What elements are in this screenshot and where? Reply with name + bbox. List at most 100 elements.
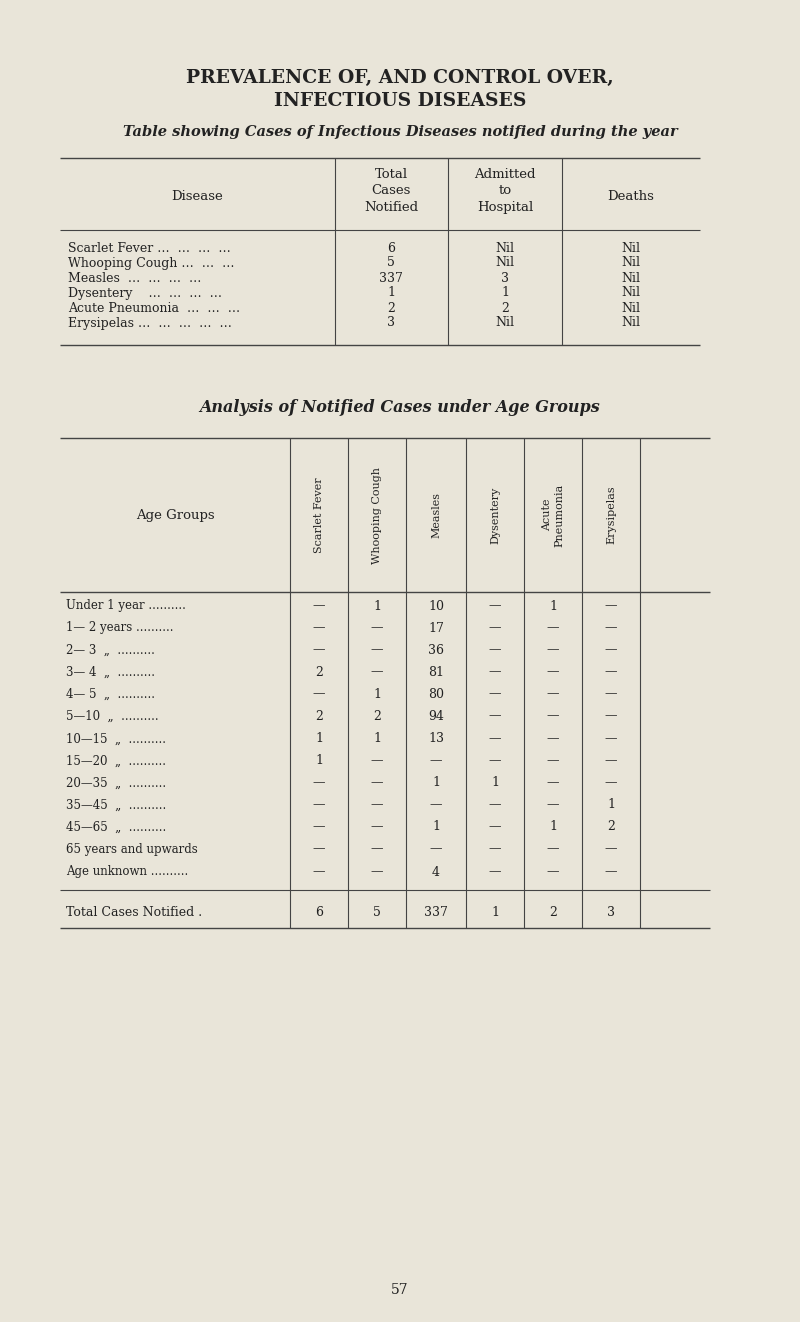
Text: —: — bbox=[605, 710, 618, 723]
Text: 13: 13 bbox=[428, 732, 444, 746]
Text: —: — bbox=[489, 866, 502, 879]
Text: —: — bbox=[605, 665, 618, 678]
Text: Table showing Cases of Infectious Diseases notified during the year: Table showing Cases of Infectious Diseas… bbox=[122, 126, 678, 139]
Text: —: — bbox=[370, 665, 383, 678]
Text: —: — bbox=[313, 866, 326, 879]
Text: 36: 36 bbox=[428, 644, 444, 657]
Text: —: — bbox=[370, 842, 383, 855]
Text: —: — bbox=[546, 621, 559, 635]
Text: —: — bbox=[313, 599, 326, 612]
Text: 6: 6 bbox=[387, 242, 395, 255]
Text: Under 1 year ..........: Under 1 year .......... bbox=[66, 599, 186, 612]
Text: 65 years and upwards: 65 years and upwards bbox=[66, 842, 198, 855]
Text: 1: 1 bbox=[432, 776, 440, 789]
Text: Acute Pneumonia  …  …  …: Acute Pneumonia … … … bbox=[68, 301, 240, 315]
Text: —: — bbox=[546, 776, 559, 789]
Text: 17: 17 bbox=[428, 621, 444, 635]
Text: 3: 3 bbox=[607, 906, 615, 919]
Text: —: — bbox=[313, 776, 326, 789]
Text: 80: 80 bbox=[428, 687, 444, 701]
Text: 57: 57 bbox=[391, 1282, 409, 1297]
Text: 2: 2 bbox=[501, 301, 509, 315]
Text: —: — bbox=[605, 621, 618, 635]
Text: —: — bbox=[489, 798, 502, 812]
Text: 1: 1 bbox=[373, 687, 381, 701]
Text: Measles  …  …  …  …: Measles … … … … bbox=[68, 271, 202, 284]
Text: Scarlet Fever: Scarlet Fever bbox=[314, 477, 324, 553]
Text: 6: 6 bbox=[315, 906, 323, 919]
Text: —: — bbox=[489, 710, 502, 723]
Text: —: — bbox=[546, 710, 559, 723]
Text: 5: 5 bbox=[387, 256, 395, 270]
Text: Nil: Nil bbox=[495, 256, 514, 270]
Text: 1: 1 bbox=[373, 732, 381, 746]
Text: 1: 1 bbox=[373, 599, 381, 612]
Text: 10—15  „  ..........: 10—15 „ .......... bbox=[66, 732, 166, 746]
Text: Nil: Nil bbox=[622, 242, 641, 255]
Text: 2: 2 bbox=[315, 710, 323, 723]
Text: —: — bbox=[605, 866, 618, 879]
Text: 2: 2 bbox=[315, 665, 323, 678]
Text: Erysipelas: Erysipelas bbox=[606, 485, 616, 545]
Text: —: — bbox=[605, 755, 618, 768]
Text: —: — bbox=[313, 621, 326, 635]
Text: Nil: Nil bbox=[622, 301, 641, 315]
Text: —: — bbox=[489, 732, 502, 746]
Text: —: — bbox=[605, 644, 618, 657]
Text: —: — bbox=[370, 644, 383, 657]
Text: Age unknown ..........: Age unknown .......... bbox=[66, 866, 188, 879]
Text: Nil: Nil bbox=[622, 256, 641, 270]
Text: Admitted
to
Hospital: Admitted to Hospital bbox=[474, 168, 536, 214]
Text: Dysentery: Dysentery bbox=[490, 486, 500, 543]
Text: 1: 1 bbox=[607, 798, 615, 812]
Text: 1: 1 bbox=[315, 732, 323, 746]
Text: —: — bbox=[546, 798, 559, 812]
Text: 1: 1 bbox=[501, 287, 509, 300]
Text: 10: 10 bbox=[428, 599, 444, 612]
Text: Disease: Disease bbox=[171, 190, 223, 204]
Text: —: — bbox=[313, 687, 326, 701]
Text: Scarlet Fever …  …  …  …: Scarlet Fever … … … … bbox=[68, 242, 230, 255]
Text: 2: 2 bbox=[387, 301, 395, 315]
Text: —: — bbox=[430, 798, 442, 812]
Text: —: — bbox=[546, 866, 559, 879]
Text: Analysis of Notified Cases under Age Groups: Analysis of Notified Cases under Age Gro… bbox=[200, 399, 600, 416]
Text: 2: 2 bbox=[373, 710, 381, 723]
Text: —: — bbox=[370, 621, 383, 635]
Text: Erysipelas …  …  …  …  …: Erysipelas … … … … … bbox=[68, 316, 232, 329]
Text: Whooping Cough …  …  …: Whooping Cough … … … bbox=[68, 256, 234, 270]
Text: 1: 1 bbox=[549, 821, 557, 833]
Text: 337: 337 bbox=[379, 271, 403, 284]
Text: —: — bbox=[605, 842, 618, 855]
Text: —: — bbox=[605, 776, 618, 789]
Text: 1: 1 bbox=[491, 776, 499, 789]
Text: —: — bbox=[313, 644, 326, 657]
Text: Measles: Measles bbox=[431, 492, 441, 538]
Text: Nil: Nil bbox=[495, 316, 514, 329]
Text: 15—20  „  ..........: 15—20 „ .......... bbox=[66, 755, 166, 768]
Text: Deaths: Deaths bbox=[607, 190, 654, 204]
Text: —: — bbox=[489, 755, 502, 768]
Text: —: — bbox=[489, 821, 502, 833]
Text: —: — bbox=[546, 842, 559, 855]
Text: —: — bbox=[370, 776, 383, 789]
Text: 1: 1 bbox=[432, 821, 440, 833]
Text: —: — bbox=[546, 732, 559, 746]
Text: 2: 2 bbox=[549, 906, 557, 919]
Text: —: — bbox=[605, 732, 618, 746]
Text: —: — bbox=[430, 755, 442, 768]
Text: Nil: Nil bbox=[622, 271, 641, 284]
Text: —: — bbox=[313, 842, 326, 855]
Text: —: — bbox=[489, 842, 502, 855]
Text: 20—35  „  ..........: 20—35 „ .......... bbox=[66, 776, 166, 789]
Text: Nil: Nil bbox=[622, 287, 641, 300]
Text: 4: 4 bbox=[432, 866, 440, 879]
Text: 5: 5 bbox=[373, 906, 381, 919]
Text: Whooping Cough: Whooping Cough bbox=[372, 467, 382, 563]
Text: 1: 1 bbox=[549, 599, 557, 612]
Text: —: — bbox=[489, 687, 502, 701]
Text: 1— 2 years ..........: 1— 2 years .......... bbox=[66, 621, 174, 635]
Text: 94: 94 bbox=[428, 710, 444, 723]
Text: 1: 1 bbox=[491, 906, 499, 919]
Text: —: — bbox=[605, 599, 618, 612]
